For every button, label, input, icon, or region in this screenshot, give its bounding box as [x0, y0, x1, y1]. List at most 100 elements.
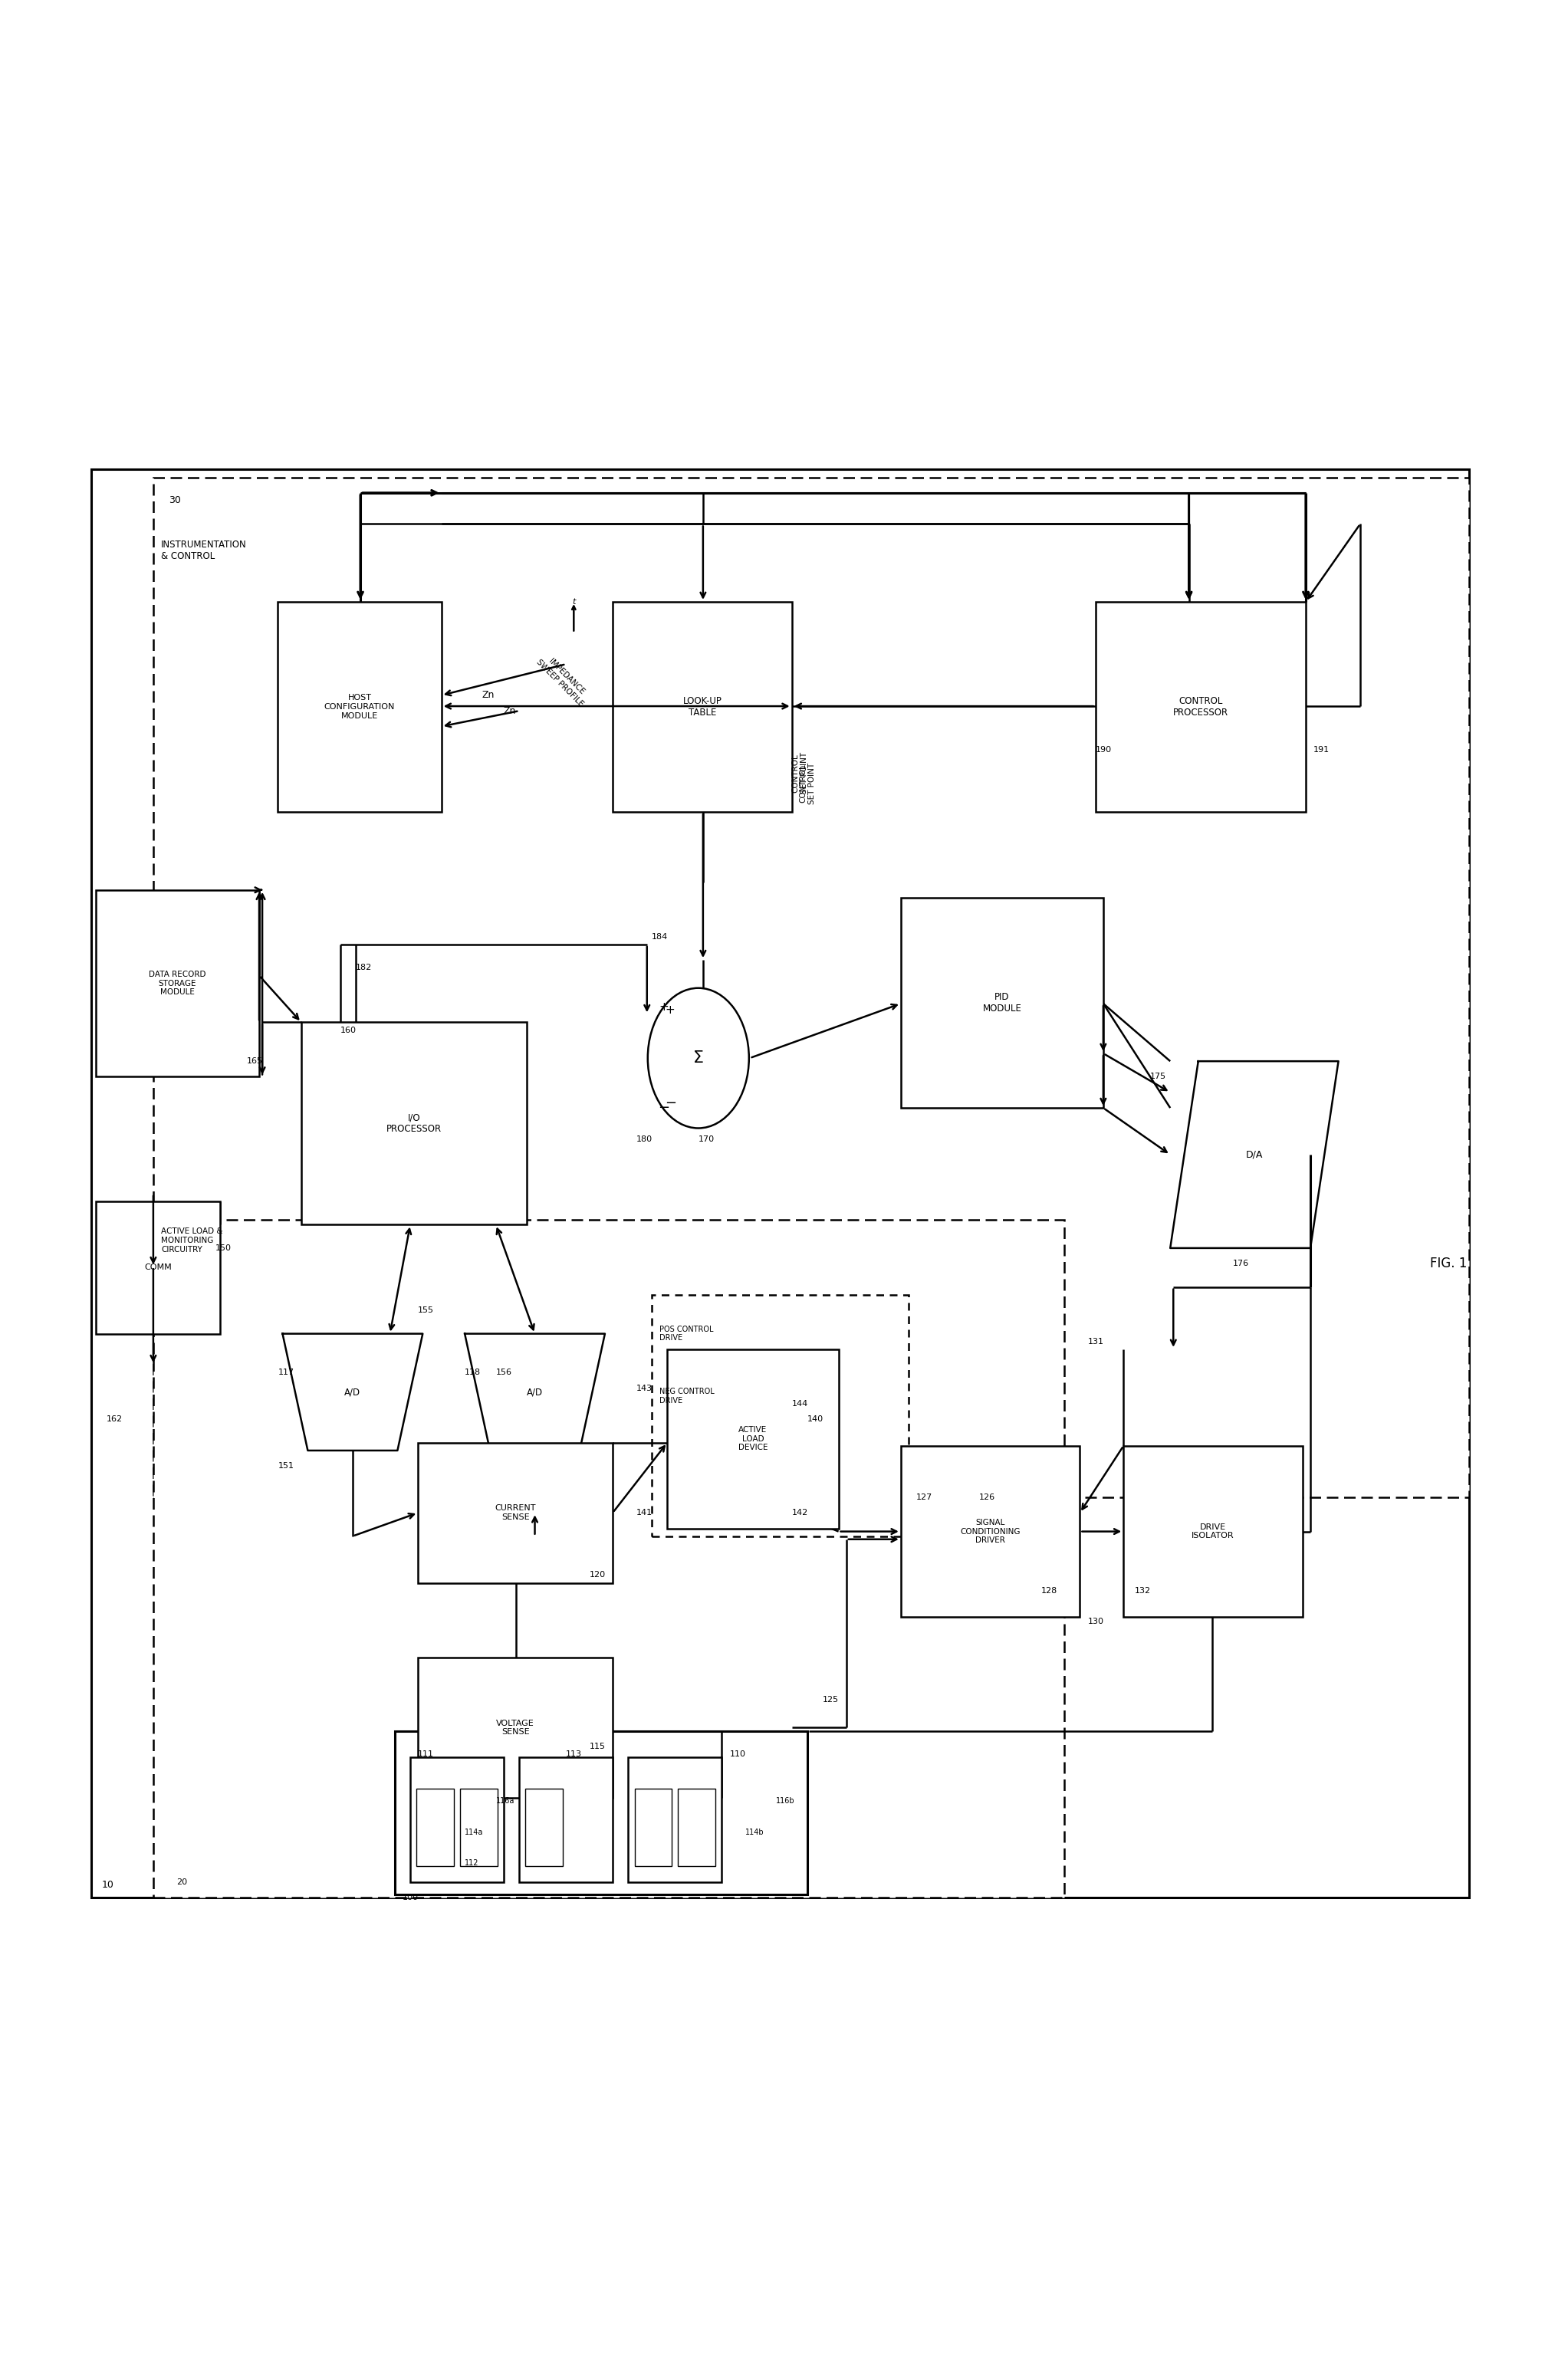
Bar [91, 469, 1469, 1897]
Text: 141: 141 [637, 1508, 652, 1517]
Text: 100: 100 [403, 1894, 419, 1901]
Text: −: − [665, 1096, 676, 1110]
Bar [900, 1447, 1080, 1616]
Text: NEG CONTROL
DRIVE: NEG CONTROL DRIVE [660, 1388, 715, 1404]
Text: 118: 118 [464, 1369, 481, 1376]
Text: DRIVE
ISOLATOR: DRIVE ISOLATOR [1192, 1524, 1234, 1541]
Text: 10: 10 [102, 1880, 114, 1890]
Text: 140: 140 [808, 1416, 823, 1423]
Text: HOST
CONFIGURATION
MODULE: HOST CONFIGURATION MODULE [325, 695, 395, 719]
Text: +: + [659, 1001, 670, 1013]
Text: 142: 142 [792, 1508, 808, 1517]
Text: CONTROL
PROCESSOR: CONTROL PROCESSOR [1173, 697, 1228, 719]
Bar [613, 601, 792, 813]
Text: IMPEDANCE
SWEEP PROFILE: IMPEDANCE SWEEP PROFILE [535, 653, 591, 707]
Polygon shape [464, 1333, 605, 1451]
Text: 111: 111 [419, 1751, 434, 1758]
Text: 130: 130 [1088, 1619, 1104, 1626]
Text: DATA RECORD
STORAGE
MODULE: DATA RECORD STORAGE MODULE [149, 971, 205, 997]
Text: 184: 184 [652, 933, 668, 940]
Text: 113: 113 [566, 1751, 582, 1758]
Text: 120: 120 [590, 1571, 605, 1579]
Bar [668, 1350, 839, 1529]
Text: t: t [572, 598, 575, 605]
Text: CONTROL
SET POINT: CONTROL SET POINT [800, 763, 815, 803]
Bar [1096, 601, 1306, 813]
Text: 126: 126 [978, 1494, 994, 1501]
Text: 176: 176 [1232, 1260, 1248, 1268]
Text: 165: 165 [246, 1058, 263, 1065]
Text: VOLTAGE
SENSE: VOLTAGE SENSE [497, 1720, 535, 1736]
Text: +: + [665, 1004, 676, 1015]
Text: 110: 110 [729, 1751, 746, 1758]
Text: 190: 190 [1096, 747, 1112, 754]
Bar [154, 478, 1469, 1496]
Text: PID
MODULE: PID MODULE [983, 992, 1021, 1013]
Text: D/A: D/A [1245, 1150, 1262, 1159]
Text: 128: 128 [1041, 1588, 1057, 1595]
Text: 116a: 116a [495, 1798, 514, 1805]
Text: 132: 132 [1134, 1588, 1151, 1595]
Bar [519, 1758, 613, 1882]
Text: 180: 180 [637, 1136, 652, 1143]
Bar [419, 1659, 613, 1798]
Polygon shape [282, 1333, 423, 1451]
Bar [96, 1202, 220, 1333]
Text: COMM: COMM [144, 1263, 171, 1272]
Text: CONTROL
SET POINT: CONTROL SET POINT [792, 752, 808, 794]
Polygon shape [1170, 1060, 1339, 1249]
Text: 151: 151 [278, 1463, 293, 1470]
Bar [301, 1023, 527, 1225]
Text: Zn: Zn [481, 690, 494, 700]
Bar [629, 1758, 721, 1882]
Text: Zn: Zn [503, 707, 516, 716]
Text: INSTRUMENTATION
& CONTROL: INSTRUMENTATION & CONTROL [162, 540, 246, 561]
Text: 30: 30 [169, 495, 180, 507]
Text: 127: 127 [916, 1494, 933, 1501]
Bar [411, 1758, 503, 1882]
Text: 117: 117 [278, 1369, 295, 1376]
Text: 125: 125 [823, 1696, 839, 1703]
Text: Σ: Σ [693, 1051, 704, 1065]
Text: POS CONTROL
DRIVE: POS CONTROL DRIVE [660, 1326, 713, 1343]
Text: LOOK-UP
TABLE: LOOK-UP TABLE [682, 697, 721, 719]
Text: 155: 155 [419, 1308, 434, 1315]
Text: 112: 112 [464, 1859, 478, 1866]
Text: −: − [659, 1100, 670, 1114]
Text: 114b: 114b [745, 1828, 764, 1835]
Text: FIG. 1: FIG. 1 [1430, 1256, 1468, 1270]
Text: 156: 156 [495, 1369, 513, 1376]
Bar [459, 1788, 497, 1866]
Bar [900, 898, 1104, 1107]
Bar [525, 1788, 563, 1866]
Bar [652, 1296, 908, 1536]
Bar [278, 601, 441, 813]
Text: 143: 143 [637, 1385, 652, 1392]
Bar [1124, 1447, 1303, 1616]
Text: 160: 160 [340, 1027, 356, 1034]
Bar [96, 891, 259, 1077]
Bar [677, 1788, 715, 1866]
Text: 131: 131 [1088, 1338, 1104, 1345]
Text: 116b: 116b [776, 1798, 795, 1805]
Bar [395, 1732, 808, 1894]
Text: 182: 182 [356, 964, 372, 971]
Bar [154, 1220, 1065, 1897]
Text: CURRENT
SENSE: CURRENT SENSE [495, 1505, 536, 1522]
Text: A/D: A/D [527, 1388, 543, 1397]
Text: 150: 150 [215, 1244, 232, 1251]
Text: ACTIVE
LOAD
DEVICE: ACTIVE LOAD DEVICE [739, 1425, 768, 1451]
Text: 114a: 114a [464, 1828, 483, 1835]
Text: ACTIVE LOAD &
MONITORING
CIRCUITRY: ACTIVE LOAD & MONITORING CIRCUITRY [162, 1227, 223, 1253]
Text: 191: 191 [1314, 747, 1330, 754]
Text: I/O
PROCESSOR: I/O PROCESSOR [386, 1112, 442, 1133]
Bar [419, 1442, 613, 1583]
Bar [417, 1788, 453, 1866]
Text: 175: 175 [1149, 1072, 1167, 1081]
Text: A/D: A/D [345, 1388, 361, 1397]
Bar [635, 1788, 671, 1866]
Text: 144: 144 [792, 1399, 808, 1407]
Text: 170: 170 [698, 1136, 715, 1143]
Text: SIGNAL
CONDITIONING
DRIVER: SIGNAL CONDITIONING DRIVER [960, 1520, 1021, 1543]
Text: 162: 162 [107, 1416, 122, 1423]
